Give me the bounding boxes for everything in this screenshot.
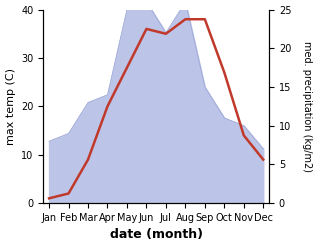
Y-axis label: med. precipitation (kg/m2): med. precipitation (kg/m2) xyxy=(302,41,313,172)
Y-axis label: max temp (C): max temp (C) xyxy=(5,68,16,145)
X-axis label: date (month): date (month) xyxy=(110,228,203,242)
